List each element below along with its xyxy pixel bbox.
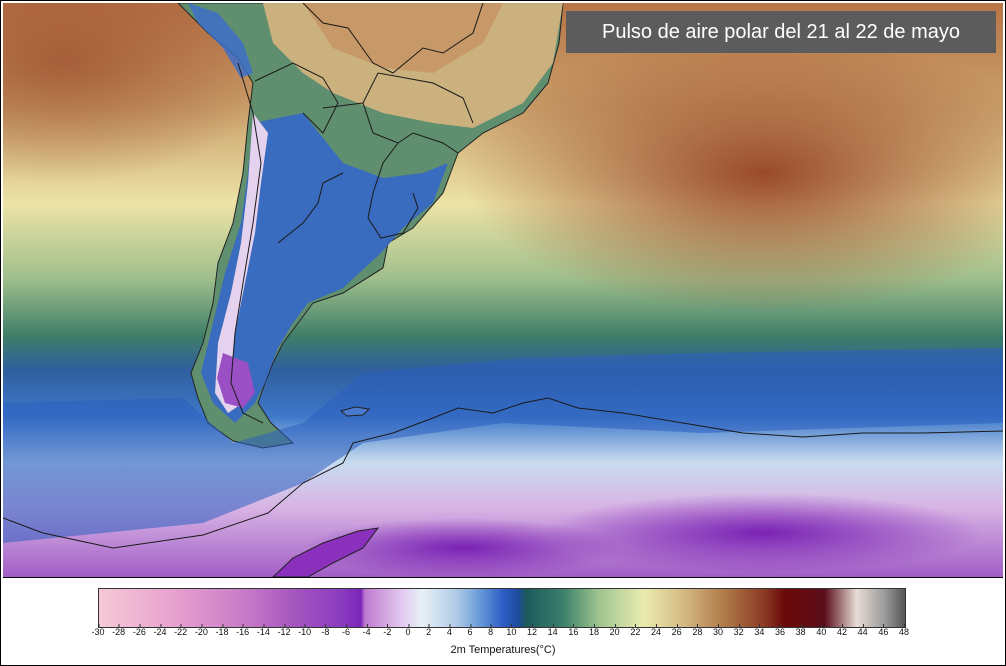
warm-ocean-region bbox=[463, 33, 1003, 313]
colorbar-tick-label: 44 bbox=[857, 624, 868, 637]
colorbar-tick-label: -2 bbox=[383, 624, 392, 637]
colorbar-tick-label: -4 bbox=[362, 624, 371, 637]
colorbar-tick-label: 42 bbox=[836, 624, 848, 637]
colorbar-tick-label: -30 bbox=[91, 624, 105, 637]
cold-air-mass-argentina bbox=[201, 113, 448, 423]
colorbar-ticks: -30 -28 -26 -24 -22 -20 -18 -16 -14 -12 -10 -8 -6 -4-… bbox=[91, 624, 910, 643]
antarctic-polar-air-west bbox=[303, 518, 623, 577]
colorbar-tick-label: 10 bbox=[506, 624, 517, 637]
colorbar-tick-label: 8 bbox=[488, 624, 494, 637]
colorbar-tick-label: -12 bbox=[277, 624, 291, 637]
colorbar-tick-label: 0 bbox=[405, 624, 411, 637]
legend-panel: -30 -28 -26 -24 -22 -20 -18 -16 -14 -12 -10 -8 -6 -4-… bbox=[3, 577, 1003, 664]
colorbar-tick-label: 36 bbox=[774, 624, 786, 637]
colorbar-tick-label: 14 bbox=[547, 624, 558, 637]
patagonia-polar-core bbox=[217, 353, 255, 408]
colorbar-tick-label: 46 bbox=[878, 624, 889, 637]
falkland-islands bbox=[339, 406, 371, 417]
antarctic-peninsula bbox=[272, 527, 380, 577]
andes-north-strip bbox=[188, 3, 253, 78]
sea-ice-edge bbox=[3, 397, 1003, 549]
colorbar-tick-label: 34 bbox=[754, 624, 765, 637]
temperature-colorbar bbox=[98, 588, 906, 628]
colorbar-tick-label: -14 bbox=[256, 624, 270, 637]
colorbar-tick-label: 40 bbox=[816, 624, 827, 637]
colorbar-tick-label: 38 bbox=[795, 624, 806, 637]
colorbar-tick-label: 24 bbox=[650, 624, 662, 637]
colorbar-tick-label: -16 bbox=[236, 624, 250, 637]
country-borders bbox=[230, 3, 484, 424]
colorbar-label: 2m Temperatures(°C) bbox=[450, 644, 556, 656]
temperature-map bbox=[3, 3, 1003, 577]
colorbar-tick-label: -20 bbox=[194, 624, 208, 637]
colorbar-tick-label: -24 bbox=[153, 624, 167, 637]
colorbar-tick-label: 48 bbox=[898, 624, 910, 637]
brazil-hot-core bbox=[303, 3, 503, 73]
map-title: Pulso de aire polar del 21 al 22 de mayo bbox=[566, 11, 996, 53]
colorbar-tick-label: -10 bbox=[298, 624, 312, 637]
colorbar-tick-label: 4 bbox=[446, 624, 452, 637]
colorbar-tick-label: 6 bbox=[467, 624, 473, 637]
colorbar-tick-label: -18 bbox=[215, 624, 229, 637]
colorbar-tick-label: 26 bbox=[671, 624, 682, 637]
colorbar-tick-label: -22 bbox=[174, 624, 188, 637]
colorbar-tick-label: 20 bbox=[609, 624, 620, 637]
andes-polar-strip bbox=[215, 113, 268, 413]
antarctic-polar-air-east bbox=[543, 493, 983, 573]
colorbar-tick-label: 30 bbox=[712, 624, 724, 637]
colorbar-tick-label: 18 bbox=[588, 624, 600, 637]
colorbar-tick-label: 32 bbox=[733, 624, 744, 637]
colorbar-tick-label: -8 bbox=[321, 624, 330, 637]
colorbar-tick-label: 12 bbox=[526, 624, 538, 637]
colorbar-tick-label: 28 bbox=[692, 624, 703, 637]
southern-cold-band bbox=[3, 348, 1003, 543]
colorbar-tick-label: -6 bbox=[341, 624, 351, 637]
colorbar-tick-label: 16 bbox=[568, 624, 579, 637]
warm-pacific-region bbox=[3, 3, 283, 183]
colorbar-tick-label: -26 bbox=[132, 624, 146, 637]
colorbar-tick-label: -28 bbox=[112, 624, 126, 637]
colorbar-tick-label: 2 bbox=[426, 624, 432, 637]
colorbar-tick-label: 22 bbox=[630, 624, 641, 637]
